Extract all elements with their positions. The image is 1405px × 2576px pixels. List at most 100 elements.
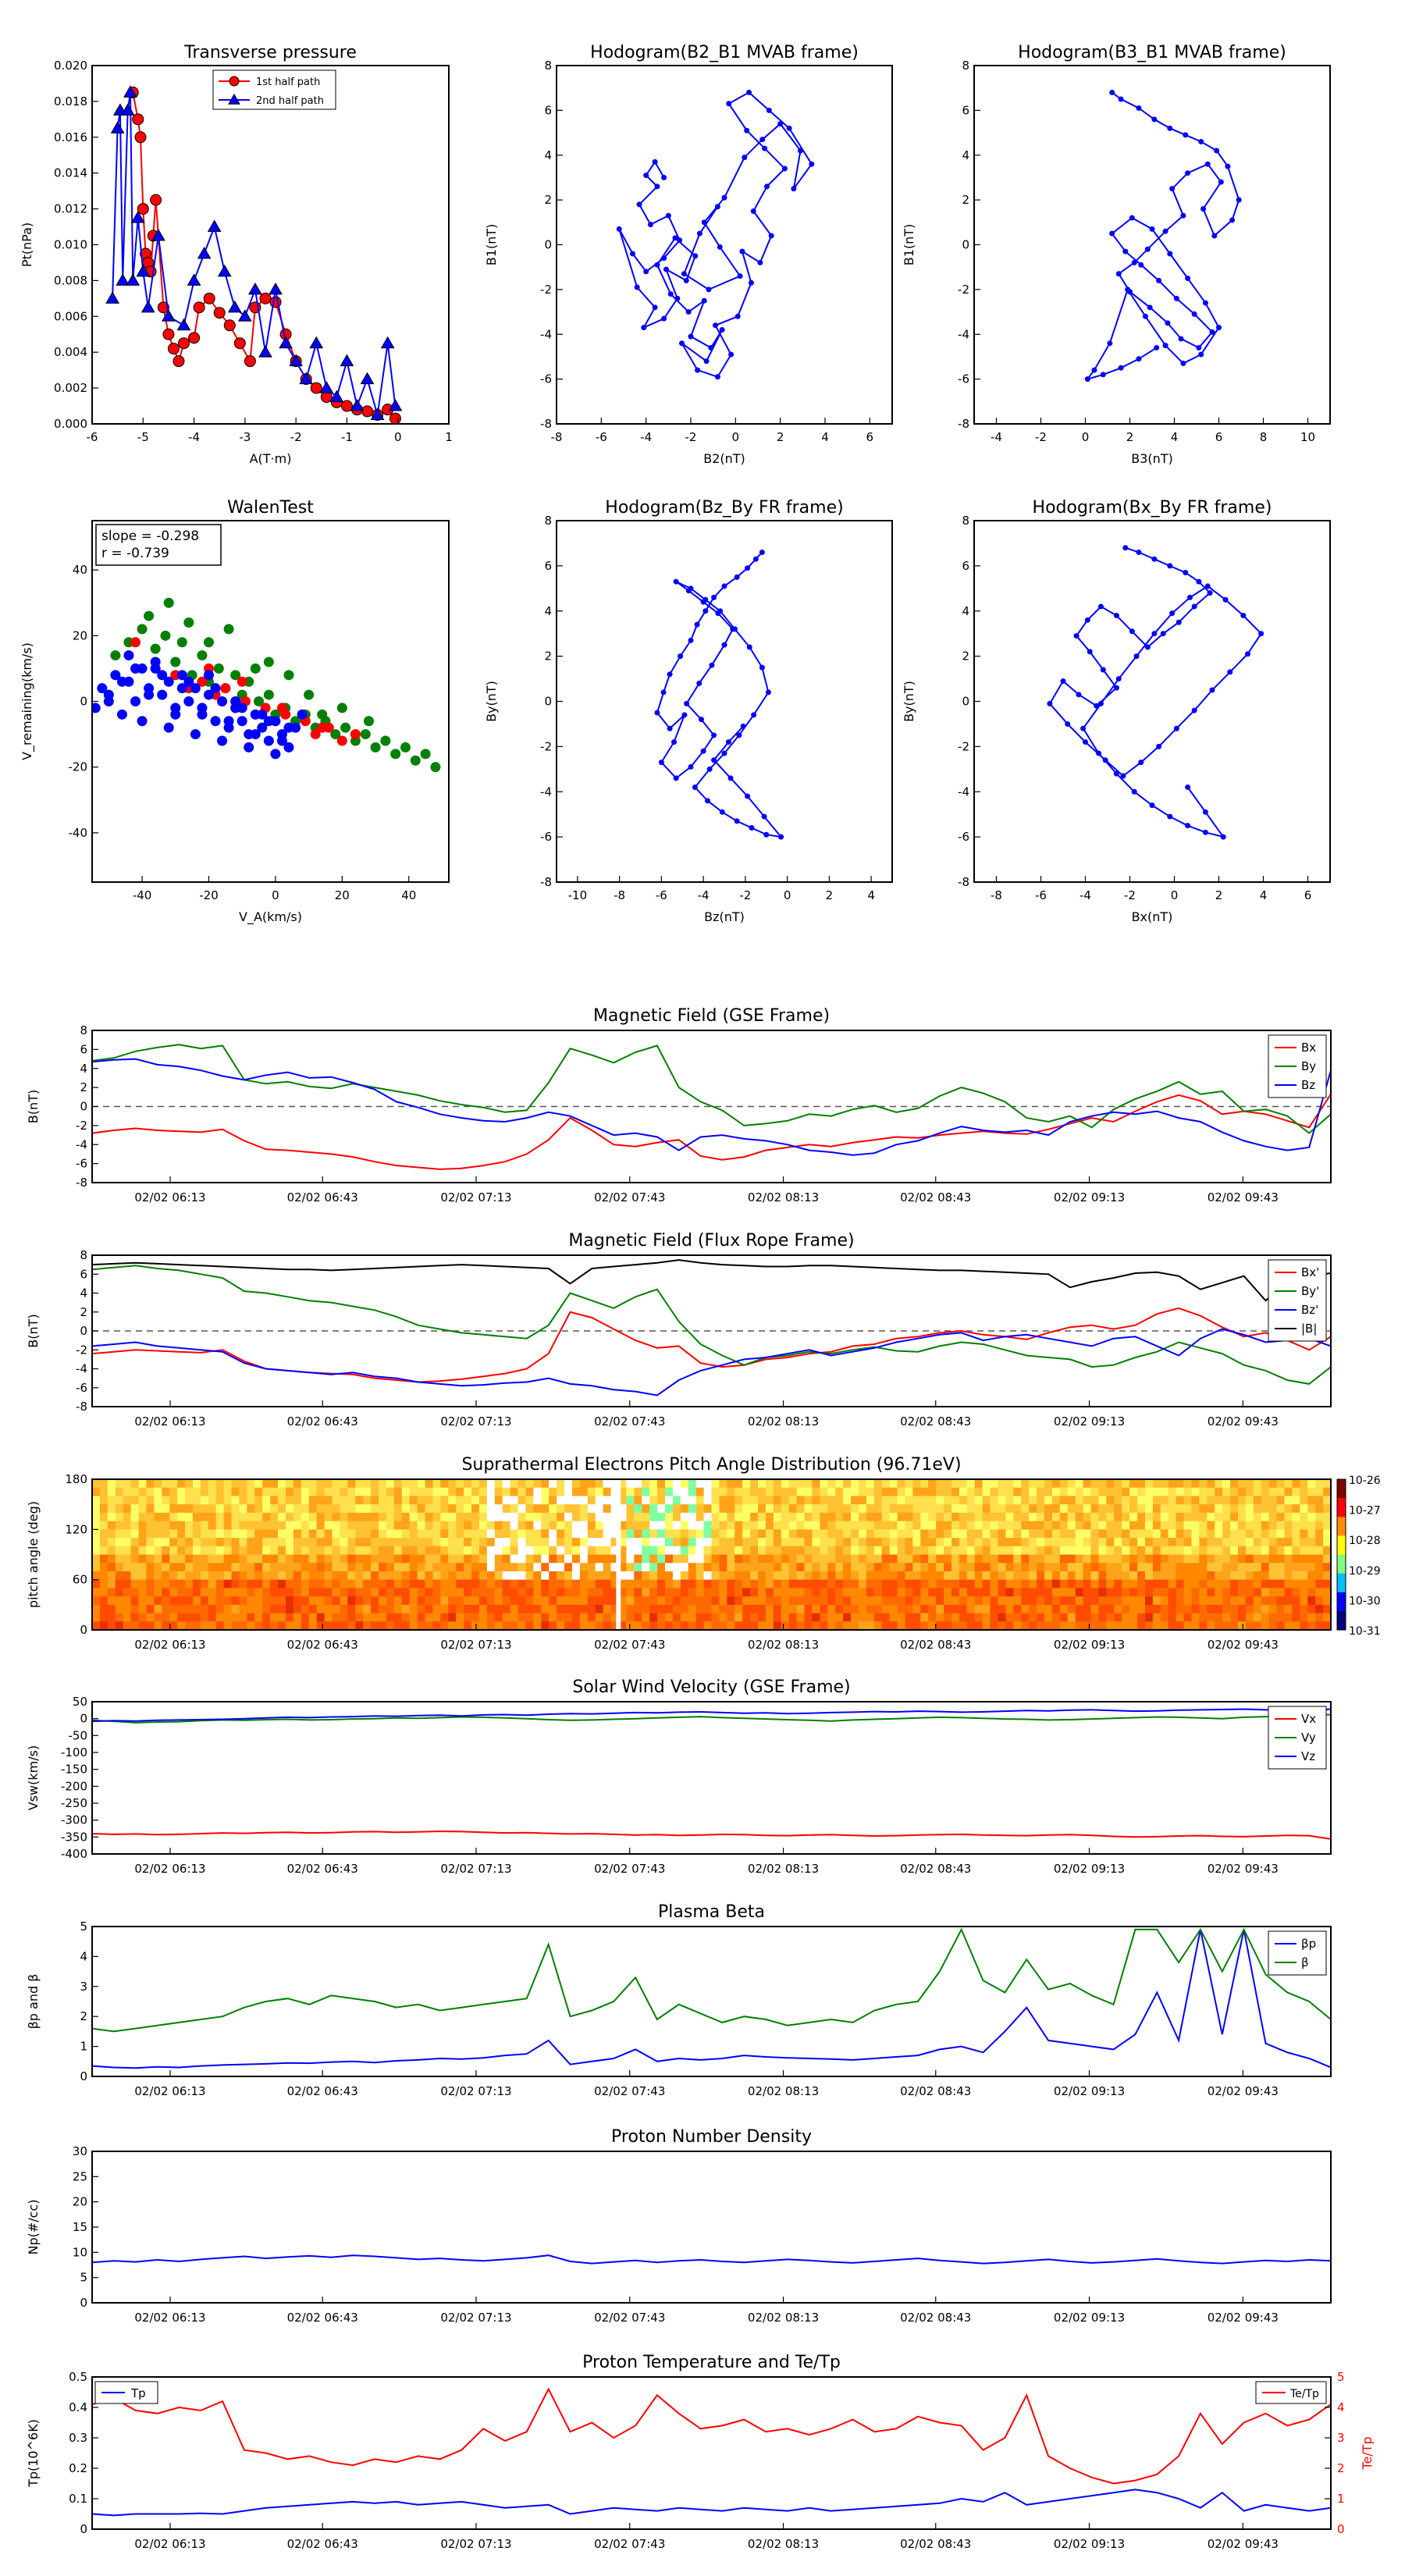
heatmap-cell: [478, 1596, 488, 1606]
heatmap-cell: [873, 1571, 883, 1581]
heatmap-cell: [177, 1496, 186, 1505]
heatmap-cell: [1237, 1554, 1247, 1564]
heatmap-cell: [735, 1604, 743, 1614]
heatmap-cell: [781, 1613, 790, 1622]
heatmap-cell: [239, 1613, 247, 1622]
heatmap-cell: [262, 1529, 271, 1539]
heatmap-cell: [703, 1512, 712, 1522]
heatmap-cell: [587, 1604, 596, 1614]
heatmap-cell: [138, 1596, 147, 1606]
data-point: [197, 650, 208, 661]
plot-area: [92, 1044, 1331, 1170]
heatmap-cell: [571, 1588, 581, 1597]
heatmap-cell: [1051, 1596, 1061, 1606]
heatmap-cell: [1237, 1496, 1247, 1505]
heatmap-cell: [897, 1596, 905, 1606]
data-point: [1113, 685, 1119, 691]
heatmap-cell: [464, 1529, 472, 1539]
heatmap-cell: [1083, 1621, 1092, 1630]
heatmap-cell: [1029, 1538, 1037, 1547]
heatmap-cell: [982, 1563, 991, 1572]
data-point: [1191, 707, 1197, 713]
heatmap-cell: [254, 1613, 263, 1622]
heatmap-cell: [1144, 1588, 1154, 1597]
data-point: [170, 656, 181, 667]
heatmap-cell: [881, 1613, 891, 1622]
heatmap-cell: [1137, 1504, 1146, 1514]
x-axis-label: B3(nT): [1131, 451, 1173, 466]
heatmap-cell: [881, 1538, 891, 1547]
y-tick-label: 0.012: [54, 202, 87, 216]
heatmap-cell: [1183, 1613, 1192, 1622]
heatmap-cell: [974, 1621, 984, 1630]
heatmap-cell: [138, 1613, 147, 1622]
heatmap-cell: [1315, 1521, 1324, 1530]
heatmap-cell: [944, 1487, 952, 1496]
heatmap-cell: [1059, 1512, 1069, 1522]
heatmap-cell: [1307, 1604, 1316, 1614]
heatmap-cell: [1098, 1563, 1107, 1572]
x-tick-label: 2: [826, 888, 834, 902]
plot-background: [92, 2151, 1331, 2303]
heatmap-cell: [525, 1604, 534, 1614]
heatmap-cell: [432, 1487, 441, 1496]
heatmap-cell: [448, 1554, 457, 1564]
heatmap-cell: [944, 1596, 952, 1606]
x-tick-label: 0: [272, 888, 279, 902]
heatmap-cell: [626, 1521, 635, 1530]
heatmap-cell: [1315, 1563, 1324, 1572]
data-point: [217, 735, 228, 746]
heatmap-cell: [270, 1604, 279, 1614]
x-tick-label: 02/02 07:13: [440, 2311, 511, 2325]
heatmap-cell: [1245, 1579, 1254, 1589]
heatmap-cell: [974, 1487, 984, 1496]
heatmap-cell: [478, 1604, 488, 1614]
heatmap-cell: [664, 1496, 674, 1505]
y-tick-label: -4: [958, 327, 969, 341]
heatmap-cell: [928, 1546, 937, 1555]
heatmap-cell: [1122, 1579, 1130, 1589]
heatmap-cell: [1067, 1538, 1076, 1547]
x-tick-label: 02/02 06:13: [134, 1862, 205, 1876]
heatmap-cell: [130, 1546, 140, 1555]
heatmap-cell: [1245, 1521, 1254, 1530]
heatmap-cell: [1075, 1504, 1084, 1514]
heatmap-cell: [742, 1604, 751, 1614]
heatmap-cell: [1183, 1479, 1192, 1489]
heatmap-cell: [618, 1596, 627, 1606]
heatmap-cell: [270, 1512, 279, 1522]
heatmap-cell: [974, 1613, 984, 1622]
heatmap-cell: [1129, 1554, 1138, 1564]
heatmap-cell: [1222, 1571, 1231, 1581]
heatmap-cell: [603, 1521, 612, 1530]
heatmap-cell: [804, 1504, 813, 1514]
heatmap-cell: [1292, 1554, 1300, 1564]
heatmap-cell: [1292, 1596, 1300, 1606]
heatmap-cell: [1222, 1512, 1231, 1522]
annotation-frame: [95, 524, 222, 566]
heatmap-cell: [564, 1554, 573, 1564]
heatmap-cell: [1284, 1588, 1293, 1597]
heatmap-cell: [169, 1613, 178, 1622]
heatmap-cell: [549, 1479, 557, 1489]
x-tick-label: -4: [1080, 888, 1091, 902]
data-point: [647, 222, 653, 228]
heatmap-cell: [672, 1479, 681, 1489]
x-tick-label: 02/02 07:13: [440, 1862, 511, 1876]
heatmap-cell: [1199, 1521, 1208, 1530]
heatmap-cell: [1215, 1604, 1223, 1614]
heatmap-cell: [959, 1512, 968, 1522]
heatmap-cell: [781, 1504, 790, 1514]
heatmap-cell: [278, 1521, 286, 1530]
data-point: [786, 125, 792, 131]
heatmap-cell: [1307, 1521, 1316, 1530]
heatmap-cell: [1284, 1538, 1293, 1547]
heatmap-cell: [1106, 1588, 1115, 1597]
heatmap-cell: [610, 1571, 619, 1581]
heatmap-cell: [727, 1596, 735, 1606]
heatmap-cell: [812, 1571, 820, 1581]
heatmap-cell: [959, 1504, 968, 1514]
heatmap-cell: [215, 1563, 225, 1572]
series-line-Bx: [92, 1094, 1331, 1170]
